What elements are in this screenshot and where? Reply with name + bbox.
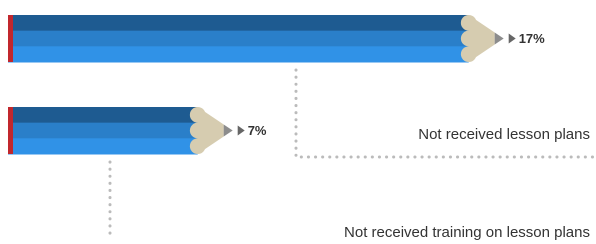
pencil-scallop [190,138,206,154]
value-pointer [238,126,245,136]
category-label: Not received lesson plans [418,126,590,143]
pencil-scallop [461,31,477,47]
category-label: Not received training on lesson plans [344,224,590,241]
pencil-scallop [190,107,206,123]
pencil-stripe [8,107,198,123]
pencil-lead [224,125,233,137]
value-label: 7% [248,123,267,138]
pencil-stripe [8,15,469,31]
chart: 17% Not received lesson plans 7% Not receiv… [0,0,596,244]
pencil-bar [8,107,233,155]
pencil-scallop [190,123,206,139]
pencil-scallop [461,15,477,31]
value-label: 17% [519,31,545,46]
pencil-stripe [8,123,198,139]
pencil-bar [8,15,504,63]
pencil-stripe [8,31,469,47]
value-pointer [509,34,516,44]
pencil-cap [8,107,13,154]
pencil-cap [8,15,13,62]
pencil-scallop [461,46,477,62]
pencil-lead [495,33,504,45]
pencil-stripe [8,46,469,62]
pencil-stripe [8,138,198,154]
connector [296,70,596,157]
